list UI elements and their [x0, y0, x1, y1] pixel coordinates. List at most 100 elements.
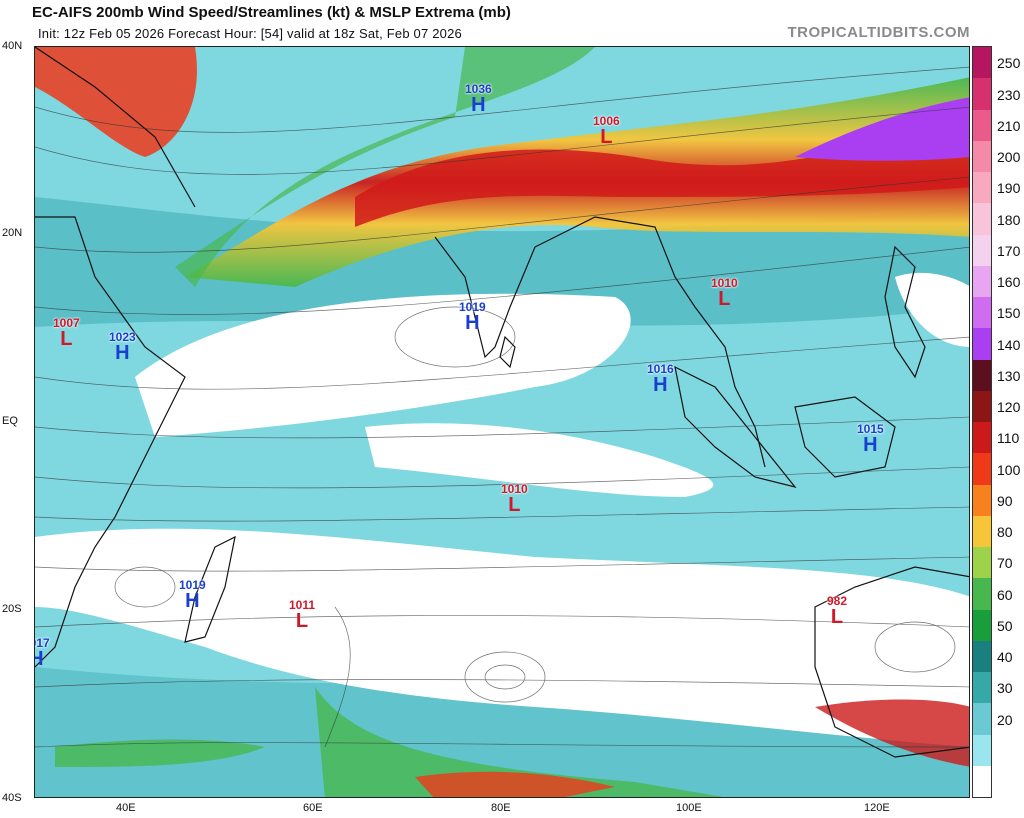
colorbar-segment [973, 609, 991, 641]
colorbar-segment [973, 484, 991, 516]
colorbar-segment [973, 453, 991, 485]
colorbar-tick-label: 20 [997, 711, 1013, 728]
colorbar-segment [973, 109, 991, 141]
pressure-value: 982 [827, 594, 848, 608]
pressure-center-letter: H [185, 590, 200, 612]
colorbar-segment [973, 515, 991, 547]
colorbar-segment [973, 765, 991, 797]
high-pressure-1015: 1015 H [857, 423, 884, 455]
colorbar-tick-label: 60 [997, 586, 1013, 603]
colorbar-segment [973, 297, 991, 329]
colorbar-segment [973, 140, 991, 172]
colorbar-tick-label: 250 [997, 55, 1021, 72]
south-jet-core [415, 771, 615, 797]
pressure-center-letter: L [600, 126, 613, 148]
colorbar-tick-label: 230 [997, 86, 1021, 103]
pressure-value: 1006 [593, 114, 620, 128]
pressure-value: 1007 [53, 316, 80, 330]
chart-subtitle: Init: 12z Feb 05 2026 Forecast Hour: [54… [38, 26, 462, 41]
colorbar-tick-label: 130 [997, 367, 1021, 384]
jet-green-edge [175, 47, 595, 287]
pressure-value: 1019 [179, 578, 206, 592]
pressure-value: 1011 [289, 598, 316, 612]
colorbar-tick-label: 110 [997, 430, 1020, 447]
pressure-value: 1036 [465, 82, 492, 96]
colorbar-tick-label: 90 [997, 492, 1013, 509]
pressure-value: 1010 [711, 276, 738, 290]
pressure-center-letter: L [60, 328, 73, 350]
colorbar-segment [973, 328, 991, 360]
colorbar-segment [973, 234, 991, 266]
lon-label-100e: 100E [676, 802, 702, 814]
calm-area-philippines [895, 272, 969, 347]
se-jet-core [815, 699, 969, 767]
colorbar-tick-label: 40 [997, 649, 1013, 665]
low-pressure-1006: 1006 L [593, 115, 620, 147]
wind-map: 1036 H 1006 L 1007 L 1023 H 1019 H 1010 … [34, 46, 970, 798]
lon-label-60e: 60E [303, 802, 323, 814]
high-pressure-1023: 1023 H [109, 331, 136, 363]
pressure-center-letter: H [465, 312, 480, 334]
colorbar-segment [973, 172, 991, 204]
pressure-value: 1017 [35, 636, 50, 650]
pressure-center-letter: L [718, 288, 731, 310]
lat-label-40s: 40S [2, 792, 22, 804]
colorbar-tick-label: 80 [997, 524, 1013, 540]
jet-max-purple [795, 97, 969, 161]
high-pressure-1036: 1036 H [465, 83, 492, 115]
colorbar-segment [973, 640, 991, 672]
pressure-center-letter: H [653, 374, 668, 396]
calm-area-north-io [135, 293, 631, 437]
pressure-center-letter: H [471, 94, 486, 116]
colorbar [972, 46, 992, 798]
colorbar-segment [973, 203, 991, 235]
colorbar-tick-label: 170 [997, 242, 1021, 259]
colorbar-segment [973, 734, 991, 766]
colorbar-tick-label: 140 [997, 336, 1021, 353]
wind-field-svg [35, 47, 969, 797]
lat-label-40n: 40N [2, 40, 23, 52]
chart-title: EC-AIFS 200mb Wind Speed/Streamlines (kt… [32, 4, 511, 21]
pressure-center-letter: L [508, 494, 521, 516]
pressure-center-letter: H [115, 342, 130, 364]
colorbar-segment [973, 47, 991, 79]
colorbar-segment [973, 78, 991, 110]
colorbar-segment [973, 359, 991, 391]
lon-label-80e: 80E [491, 802, 511, 814]
south-jet-green [315, 687, 724, 797]
colorbar-tick-label: 70 [997, 555, 1013, 572]
high-pressure-1017: 1017 H [35, 636, 50, 669]
pressure-value: 1019 [459, 300, 486, 314]
low-pressure-1011: 1011 L [289, 599, 315, 631]
lon-label-120e: 120E [864, 802, 890, 814]
pressure-value: 1010 [501, 482, 528, 496]
sw-jet-green [55, 739, 265, 767]
high-pressure-1019-india: 1019 H [459, 301, 486, 333]
colorbar-tick-label: 30 [997, 680, 1013, 697]
high-pressure-1019-madagascar: 1019 H [179, 579, 206, 611]
low-pressure-982: 982 L [827, 595, 847, 627]
colorbar-segment [973, 703, 991, 735]
colorbar-tick-label: 100 [997, 461, 1021, 478]
lat-label-20s: 20S [2, 603, 22, 615]
pressure-value: 1023 [109, 330, 136, 344]
low-pressure-1010-indochina: 1010 L [711, 277, 738, 309]
colorbar-tick-label: 50 [997, 617, 1013, 634]
colorbar-tick-label: 150 [997, 305, 1021, 322]
low-pressure-1007: 1007 L [53, 317, 80, 349]
colorbar-tick-label: 180 [997, 211, 1021, 228]
pressure-value: 1015 [857, 422, 884, 436]
brand-watermark: TROPICALTIDBITS.COM [787, 24, 970, 41]
pressure-value: 1016 [647, 362, 674, 376]
low-pressure-1010-equatorial: 1010 L [501, 483, 528, 515]
colorbar-tick-label: 200 [997, 149, 1021, 165]
colorbar-segment [973, 578, 991, 610]
pressure-center-letter: H [35, 649, 50, 669]
jet-core [355, 127, 969, 227]
high-pressure-1016: 1016 H [647, 363, 674, 395]
colorbar-tick-label: 160 [997, 274, 1021, 290]
pressure-center-letter: H [863, 434, 878, 456]
colorbar-tick-label: 190 [997, 180, 1021, 197]
lat-label-20n: 20N [2, 227, 23, 239]
colorbar-segment [973, 672, 991, 704]
